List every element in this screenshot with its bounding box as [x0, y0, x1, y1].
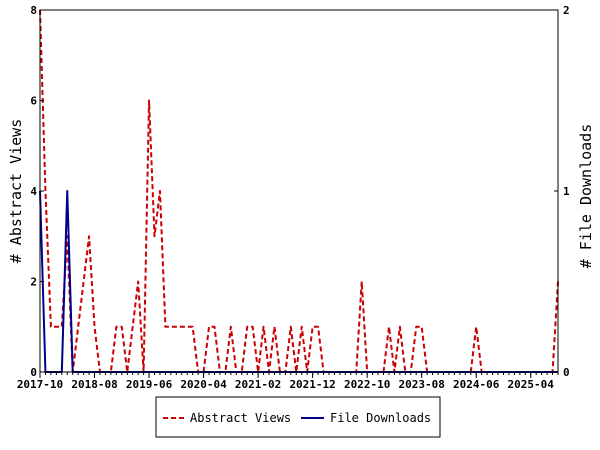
x-tick-label: 2019-06	[126, 378, 173, 391]
x-tick-label: 2020-04	[180, 378, 227, 391]
plot-area-frame	[39, 9, 559, 373]
y-axis-left-title: # Abstract Views	[7, 119, 25, 264]
legend-label-file-downloads: File Downloads	[330, 411, 431, 425]
x-tick-label: 2018-08	[71, 378, 117, 391]
x-tick-label: 2024-06	[453, 378, 500, 391]
y-right-tick-label: 1	[563, 185, 570, 198]
y-left-tick-label: 6	[30, 95, 37, 108]
series-line-abstract-views	[39, 9, 559, 373]
y-left-tick-label: 4	[30, 185, 37, 198]
y-right-tick-label: 0	[563, 366, 570, 379]
x-tick-label: 2017-10	[17, 378, 63, 391]
y-left-tick-label: 8	[30, 4, 37, 17]
legend-label-abstract-views: Abstract Views	[190, 411, 291, 425]
y-right-tick-label: 2	[563, 4, 570, 17]
series-lines	[39, 9, 559, 373]
y-left-tick-label: 2	[30, 276, 37, 289]
x-tick-label: 2021-02	[235, 378, 281, 391]
y-axis-right-title: # File Downloads	[577, 124, 595, 269]
y-left-tick-label: 0	[30, 366, 37, 379]
x-tick-label: 2023-08	[399, 378, 445, 391]
x-tick-label: 2025-04	[508, 378, 555, 391]
x-tick-label: 2022-10	[344, 378, 390, 391]
legend: Abstract Views File Downloads	[155, 396, 441, 438]
legend-box	[155, 396, 441, 438]
axis-ticks: 0 2 4 6 8 0 1 2 2017-10 2018-08 2019-06 2020-04 2021…	[17, 4, 570, 391]
x-tick-label: 2021-12	[289, 378, 335, 391]
